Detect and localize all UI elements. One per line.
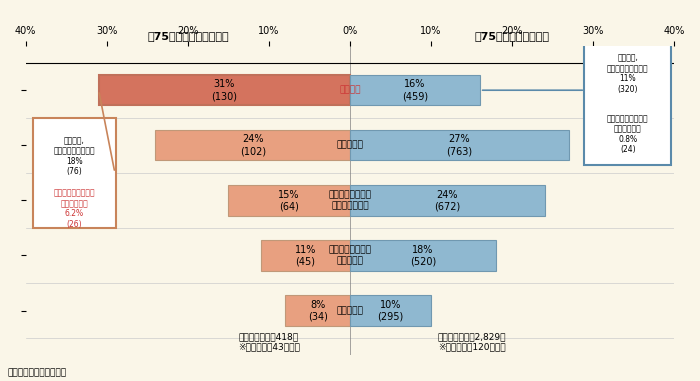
Bar — [350, 295, 431, 326]
Bar — [228, 185, 350, 216]
Bar — [350, 240, 496, 271]
Bar — [261, 240, 350, 271]
Text: 安全不確認: 安全不確認 — [337, 141, 363, 150]
Bar — [155, 130, 350, 160]
FancyBboxPatch shape — [33, 118, 116, 228]
Text: ＜75歳未満の運転者＞: ＜75歳未満の運転者＞ — [475, 30, 550, 41]
Text: 内在的前方不注意
（漫然運転等）: 内在的前方不注意 （漫然運転等） — [328, 190, 372, 210]
Text: 27%
(763): 27% (763) — [447, 134, 473, 156]
Text: 10%
(295): 10% (295) — [377, 300, 404, 321]
FancyBboxPatch shape — [584, 16, 671, 165]
Text: 24%
(102): 24% (102) — [239, 134, 266, 156]
Text: 15%
(64): 15% (64) — [279, 190, 300, 211]
Text: 外在的前方不注意
（蓋見等）: 外在的前方不注意 （蓋見等） — [328, 246, 372, 265]
Text: 死亡事故件数：418件
※調査不能が43件ある: 死亡事故件数：418件 ※調査不能が43件ある — [238, 332, 300, 352]
Text: ブレーキ・アクセル
の踏み間違い
0.8%
(24): ブレーキ・アクセル の踏み間違い 0.8% (24) — [607, 114, 648, 154]
Text: 判断の誤り: 判断の誤り — [337, 306, 363, 315]
Text: 24%
(672): 24% (672) — [434, 190, 461, 211]
Text: 16%
(459): 16% (459) — [402, 79, 428, 101]
Text: 操作不適: 操作不適 — [340, 86, 360, 95]
Bar — [350, 185, 545, 216]
Text: 18%
(520): 18% (520) — [410, 245, 436, 266]
Text: このうち,
ハンドルの操作不適
18%
(76): このうち, ハンドルの操作不適 18% (76) — [53, 136, 95, 176]
Bar — [285, 295, 350, 326]
Bar — [350, 75, 480, 106]
Text: 11%
(45): 11% (45) — [295, 245, 316, 266]
Text: 8%
(34): 8% (34) — [307, 300, 328, 321]
Text: ブレーキとアクセル
の踏み間違い
6.2%
(26): ブレーキとアクセル の踏み間違い 6.2% (26) — [53, 189, 95, 229]
Text: このうち,
ハンドルの操作不適
11%
(320): このうち, ハンドルの操作不適 11% (320) — [607, 54, 648, 94]
Bar — [99, 75, 350, 106]
Text: 注　警察庁資料による。: 注 警察庁資料による。 — [7, 368, 66, 377]
Text: 死亡事故件数：2,829件
※調査不能が120件ある: 死亡事故件数：2,829件 ※調査不能が120件ある — [438, 332, 506, 352]
Bar — [350, 130, 569, 160]
Text: ＜75歳以上高齢運転者＞: ＜75歳以上高齢運転者＞ — [147, 30, 229, 41]
Text: 31%
(130): 31% (130) — [211, 79, 237, 101]
